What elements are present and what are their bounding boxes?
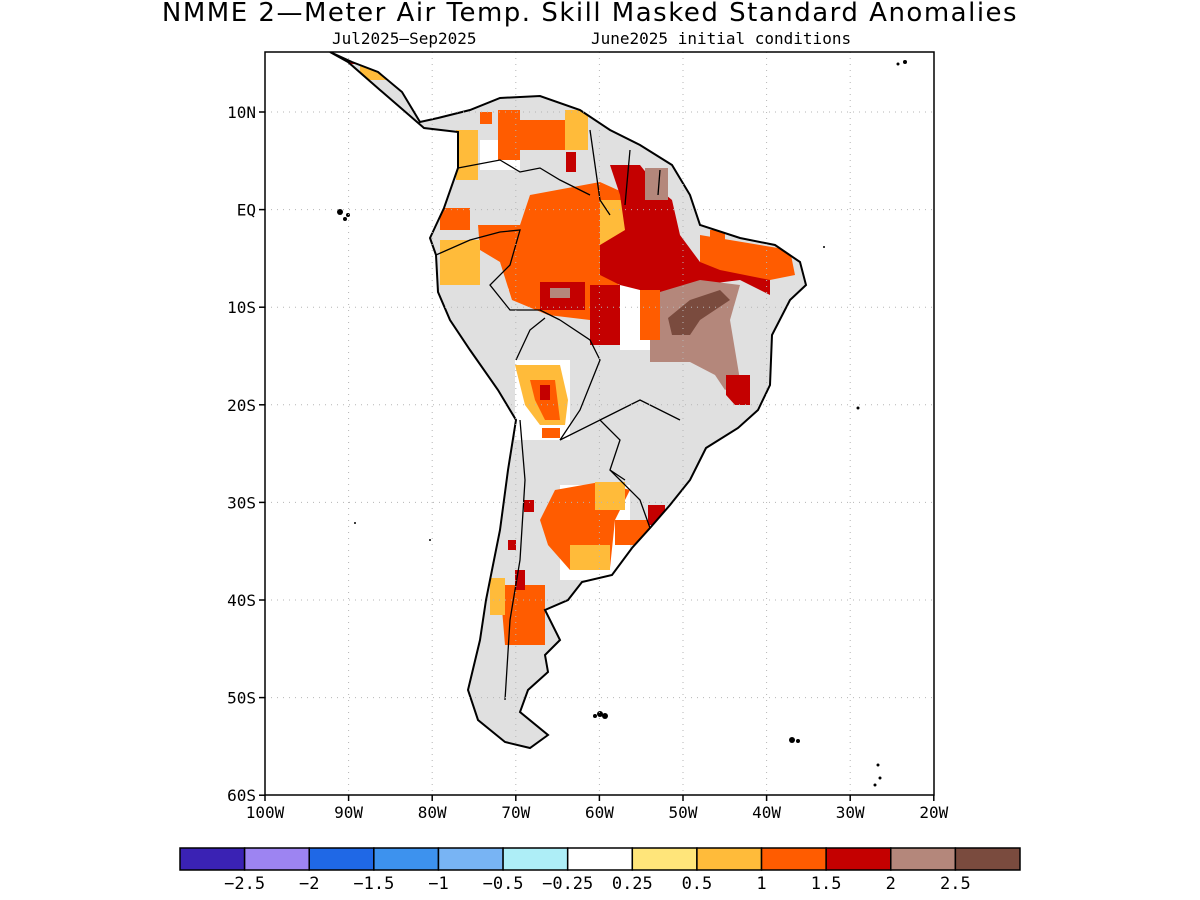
lat-tick-label: 60S (227, 786, 256, 805)
map-title: NMME 2—Meter Air Temp. Skill Masked Stan… (161, 0, 1019, 28)
coastlines (329, 52, 808, 750)
colorbar-label: 2 (886, 874, 896, 894)
colorbar-label: −0.25 (542, 874, 593, 894)
initial-conditions: June2025 initial conditions (591, 29, 852, 48)
colorbar-label: −1.5 (353, 874, 394, 894)
colorbar-label: −1 (428, 874, 448, 894)
lat-tick-label: 50S (227, 689, 256, 708)
lat-tick-label: 10N (227, 103, 256, 122)
colorbar-label: −2 (299, 874, 319, 894)
colorbar-swatch (502, 847, 569, 871)
lat-tick-label: 30S (227, 493, 256, 512)
lat-tick-label: 20S (227, 396, 256, 415)
colorbar-swatch (954, 847, 1021, 871)
colorbar-swatch (566, 847, 634, 871)
colorbar: −2.5 −2 −1.5 −1 −0.5 −0.25 0.25 0.5 1 1.5 2 2.5 (179, 847, 1021, 894)
colorbar-swatch (243, 847, 310, 871)
lon-tick-label: 30W (836, 803, 865, 822)
lon-tick-label: 100W (246, 803, 285, 822)
colorbar-label: 1 (756, 874, 766, 894)
lon-tick-label: 70W (501, 803, 530, 822)
colorbar-label: 2.5 (940, 874, 971, 894)
colorbar-label: 1.5 (811, 874, 842, 894)
lat-tick-label: 40S (227, 591, 256, 610)
colorbar-swatch (760, 847, 827, 871)
lat-tick-label: 10S (227, 298, 256, 317)
anomaly-shading (338, 54, 795, 645)
colorbar-swatch (696, 847, 763, 871)
islands (337, 60, 907, 787)
colorbar-swatch (308, 847, 375, 871)
lon-tick-label: 90W (334, 803, 363, 822)
colorbar-swatch (890, 847, 957, 871)
lon-tick-label: 50W (669, 803, 698, 822)
colorbar-label: −0.5 (483, 874, 524, 894)
colorbar-label: −2.5 (224, 874, 265, 894)
lat-tick-label: EQ (237, 201, 256, 220)
country-borders (435, 129, 681, 701)
colorbar-swatch (825, 847, 892, 871)
lon-tick-label: 20W (919, 803, 948, 822)
colorbar-swatch (437, 847, 504, 871)
longitude-axis: 100W 90W 80W 70W 60W 50W 40W 30W 20W (246, 795, 949, 822)
colorbar-label: 0.25 (612, 874, 653, 894)
forecast-period: Jul2025—Sep2025 (332, 29, 477, 48)
colorbar-swatch (373, 847, 440, 871)
colorbar-swatch (631, 847, 698, 871)
lon-tick-label: 40W (752, 803, 781, 822)
latitude-axis: 10N EQ 10S 20S 30S 40S 50S 60S (227, 103, 265, 805)
colorbar-swatch (179, 847, 246, 871)
lon-tick-label: 60W (585, 803, 614, 822)
lon-tick-label: 80W (418, 803, 447, 822)
colorbar-label: 0.5 (682, 874, 713, 894)
